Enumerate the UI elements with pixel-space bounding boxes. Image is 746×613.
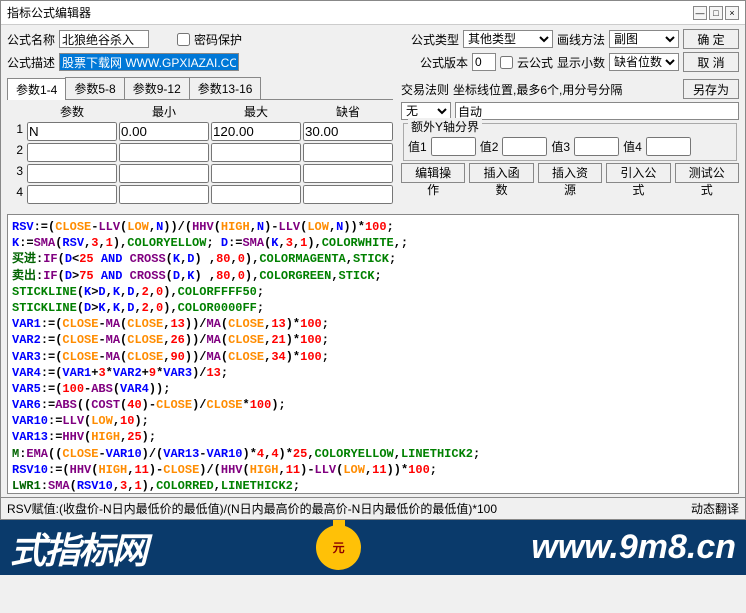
param-tabs: 参数1-4 参数5-8 参数9-12 参数13-16: [7, 77, 393, 100]
hdr-param: 参数: [27, 103, 117, 120]
p4-def[interactable]: [303, 185, 393, 204]
label-decimal: 显示小数: [557, 54, 605, 71]
password-checkbox[interactable]: [177, 33, 190, 46]
formula-type-select[interactable]: 其他类型: [463, 30, 553, 48]
tab-params-9-12[interactable]: 参数9-12: [124, 77, 190, 99]
p1-def[interactable]: [303, 122, 393, 141]
form-area: 公式名称 密码保护 公式类型 其他类型 画线方法 副图 确 定 公式描述 公式版…: [1, 25, 745, 211]
label-draw-method: 画线方法: [557, 31, 605, 48]
p4-max[interactable]: [211, 185, 301, 204]
label-coord-hint: 坐标线位置,最多6个,用分号分隔: [453, 81, 679, 98]
cancel-button[interactable]: 取 消: [683, 52, 739, 72]
label-formula-desc: 公式描述: [7, 54, 55, 71]
banner-coin-icon: 元: [316, 525, 361, 570]
banner-left-text: 式指标网: [10, 522, 146, 574]
insert-func-button[interactable]: 插入函数: [469, 163, 533, 183]
p4-min[interactable]: [119, 185, 209, 204]
draw-method-select[interactable]: 副图: [609, 30, 679, 48]
p2-def[interactable]: [303, 143, 393, 162]
tab-params-13-16[interactable]: 参数13-16: [189, 77, 262, 99]
window-title: 指标公式编辑器: [7, 4, 91, 21]
minimize-icon[interactable]: —: [693, 6, 707, 20]
p2-name[interactable]: [27, 143, 117, 162]
p1-max[interactable]: [211, 122, 301, 141]
hdr-def: 缺省: [303, 103, 393, 120]
footer-banner: 式指标网 元 www.9m8.cn: [0, 520, 746, 575]
p3-name[interactable]: [27, 164, 117, 183]
param-grid: 参数 最小 最大 缺省 1 2 3 4: [7, 100, 393, 207]
formula-name-input[interactable]: [59, 30, 149, 48]
code-editor[interactable]: RSV:=(CLOSE-LLV(LOW,N))/(HHV(HIGH,N)-LLV…: [7, 214, 739, 494]
cloud-checkbox[interactable]: [500, 56, 513, 69]
p2-max[interactable]: [211, 143, 301, 162]
label-password: 密码保护: [194, 31, 242, 48]
val3-input[interactable]: [574, 137, 619, 156]
legend-extra-axis: 额外Y轴分界: [408, 118, 482, 135]
close-icon[interactable]: ×: [725, 6, 739, 20]
banner-url: www.9m8.cn: [531, 528, 736, 567]
p1-name[interactable]: [27, 122, 117, 141]
p1-min[interactable]: [119, 122, 209, 141]
maximize-icon[interactable]: □: [709, 6, 723, 20]
editor-window: 指标公式编辑器 — □ × 公式名称 密码保护 公式类型 其他类型 画线方法 副…: [0, 0, 746, 520]
tab-params-1-4[interactable]: 参数1-4: [7, 78, 66, 100]
status-left: RSV赋值:(收盘价-N日内最低价的最低值)/(N日内最高价的最高价-N日内最低…: [7, 500, 497, 517]
label-version: 公式版本: [420, 54, 468, 71]
edit-op-button[interactable]: 编辑操作: [401, 163, 465, 183]
val2-input[interactable]: [502, 137, 547, 156]
ok-button[interactable]: 确 定: [683, 29, 739, 49]
hdr-max: 最大: [211, 103, 301, 120]
extra-axis-fieldset: 额外Y轴分界 值1 值2 值3 值4: [403, 123, 737, 161]
insert-res-button[interactable]: 插入资源: [538, 163, 602, 183]
p3-min[interactable]: [119, 164, 209, 183]
import-button[interactable]: 引入公式: [606, 163, 670, 183]
p3-def[interactable]: [303, 164, 393, 183]
formula-desc-input[interactable]: [59, 53, 239, 71]
decimal-select[interactable]: 缺省位数: [609, 53, 679, 71]
p4-name[interactable]: [27, 185, 117, 204]
label-trade-rule: 交易法则: [401, 81, 449, 98]
status-bar: RSV赋值:(收盘价-N日内最低价的最低值)/(N日内最高价的最高价-N日内最低…: [1, 497, 745, 519]
hdr-min: 最小: [119, 103, 209, 120]
status-right: 动态翻译: [691, 500, 739, 517]
label-cloud: 云公式: [517, 54, 553, 71]
saveas-button[interactable]: 另存为: [683, 79, 739, 99]
p3-max[interactable]: [211, 164, 301, 183]
titlebar: 指标公式编辑器 — □ ×: [1, 1, 745, 25]
test-button[interactable]: 测试公式: [675, 163, 739, 183]
label-formula-type: 公式类型: [411, 31, 459, 48]
version-input[interactable]: [472, 53, 496, 71]
coord-input[interactable]: [455, 102, 739, 120]
val1-input[interactable]: [431, 137, 476, 156]
label-formula-name: 公式名称: [7, 31, 55, 48]
p2-min[interactable]: [119, 143, 209, 162]
tab-params-5-8[interactable]: 参数5-8: [65, 77, 124, 99]
val4-input[interactable]: [646, 137, 691, 156]
window-controls: — □ ×: [693, 6, 739, 20]
